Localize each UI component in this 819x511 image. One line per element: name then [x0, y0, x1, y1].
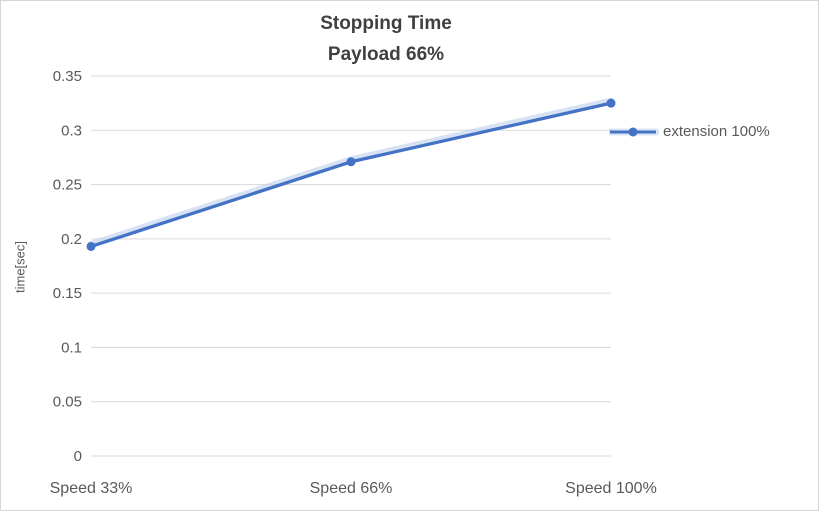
x-category-label: Speed 33% [50, 480, 133, 497]
y-tick-label: 0 [74, 448, 82, 465]
y-tick-label: 0.3 [61, 122, 82, 139]
legend: extension 100% [609, 123, 770, 140]
y-tick-label: 0.35 [53, 68, 82, 85]
data-point-marker [346, 157, 356, 167]
data-point-marker [606, 98, 616, 108]
x-category-label: Speed 66% [310, 480, 393, 497]
y-tick-label: 0.1 [61, 339, 82, 356]
data-point-marker [86, 241, 96, 251]
series-glow-line [87, 97, 615, 248]
legend-label: extension 100% [663, 123, 770, 140]
y-tick-label: 0.2 [61, 231, 82, 248]
legend-line-marker-icon [609, 127, 659, 136]
y-tick-label: 0.15 [53, 285, 82, 302]
y-tick-label: 0.25 [53, 177, 82, 194]
series-line [90, 101, 612, 249]
y-tick-label: 0.05 [53, 394, 82, 411]
x-category-label: Speed 100% [565, 480, 657, 497]
